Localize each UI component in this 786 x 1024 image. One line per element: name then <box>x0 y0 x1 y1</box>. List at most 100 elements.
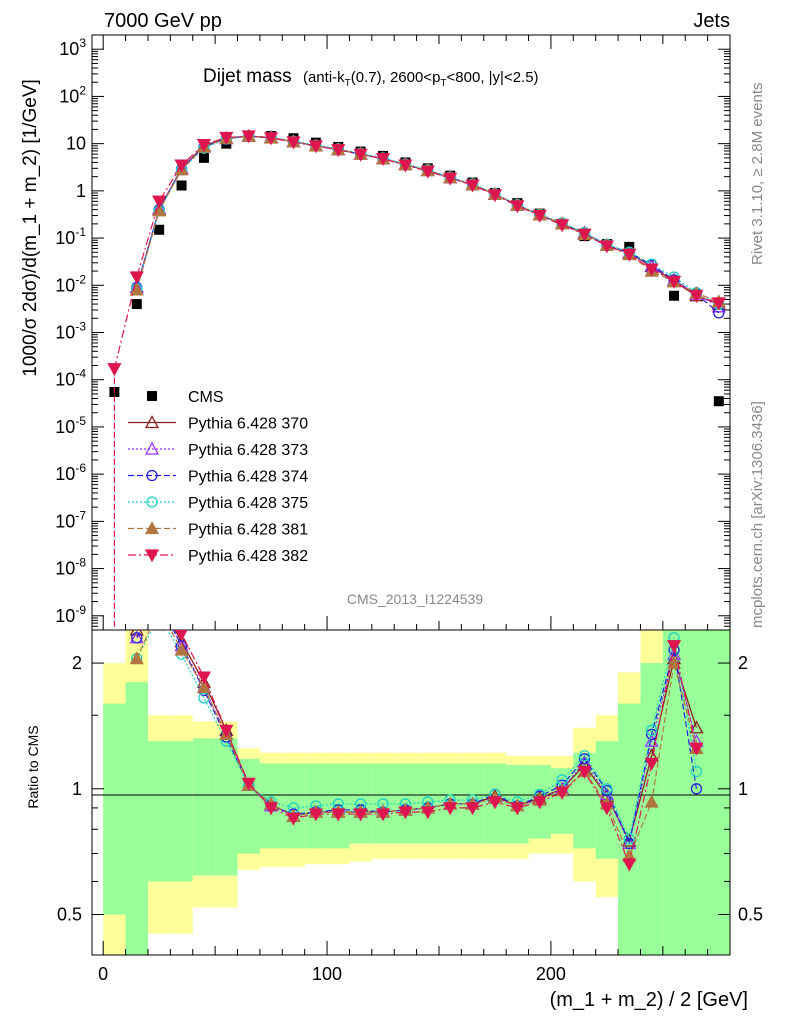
main-y-tick-label: 10-7 <box>55 508 86 531</box>
main-plot-frame <box>91 34 731 631</box>
main-point-p382 <box>196 139 212 153</box>
ratio-point-p382 <box>487 796 503 810</box>
ratio-series-line-p382 <box>178 630 698 867</box>
plot-title-main: Dijet mass <box>203 66 292 87</box>
ratio-series-p382 <box>131 597 704 872</box>
ratio-point-p370 <box>689 720 704 734</box>
main-point-p382 <box>487 189 503 203</box>
ratio-band-inner <box>192 738 216 876</box>
ratio-point-p374 <box>578 753 591 765</box>
main-series-p374 <box>131 130 725 319</box>
ratio-band-inner <box>707 630 730 955</box>
plot-title-sub-a: (anti-k <box>303 69 345 86</box>
ratio-point-p381 <box>174 642 189 656</box>
ratio-point-p373 <box>153 596 165 607</box>
ratio-point-p382 <box>644 757 659 771</box>
main-y-axis-label: 1000/σ 2dσ)/d(m_1 + m_2) [1/GeV] <box>20 79 41 377</box>
legend-marker-p381 <box>144 521 160 535</box>
main-series-p373 <box>129 128 726 313</box>
main-y-tick-label: 10-3 <box>55 320 86 343</box>
main-point-p382 <box>129 271 144 285</box>
main-y-tick-exponent: -1 <box>75 225 86 239</box>
ratio-point-p382 <box>420 806 435 820</box>
main-point-p382 <box>353 148 368 162</box>
main-y-tick-exponent: 2 <box>79 83 86 97</box>
main-y-tick-label: 10-4 <box>55 367 86 390</box>
ratio-band-inner <box>662 630 686 955</box>
ratio-point-p382 <box>510 802 525 816</box>
legend-marker-cms <box>147 391 157 401</box>
main-series-line-p370 <box>136 135 720 305</box>
legend-marker-p382 <box>144 549 160 563</box>
ratio-y-axis-ticks: 0.5 0.5 1 1 2 2 <box>57 653 763 924</box>
main-series-line-p382 <box>113 135 719 369</box>
legend-entry-p382: Pythia 6.428 382 <box>128 548 308 565</box>
main-y-tick-label: 1 <box>76 181 86 201</box>
ratio-point-p374 <box>131 632 143 644</box>
ratio-point-p381 <box>666 655 682 669</box>
legend-marker-p375 <box>146 496 158 508</box>
legend-entry-p381: Pythia 6.428 381 <box>128 521 308 539</box>
main-point-cms <box>669 290 680 301</box>
analysis-watermark: CMS_2013_I1224539 <box>347 591 483 607</box>
plot-title-sub-b: (0.7), 2600<p <box>351 69 441 86</box>
main-point-p382 <box>555 219 570 233</box>
plot-title-sub-t1: T <box>345 78 351 89</box>
legend-label-p375: Pythia 6.428 375 <box>188 495 308 512</box>
ratio-point-p381 <box>644 794 659 808</box>
ratio-point-p382 <box>555 786 570 800</box>
main-y-tick-label: 10-1 <box>55 225 86 248</box>
main-series-line-p374 <box>136 135 720 314</box>
main-point-p382 <box>219 131 234 145</box>
ratio-point-p375 <box>690 765 703 778</box>
main-point-p382 <box>711 297 726 311</box>
ratio-point-p381 <box>196 679 212 693</box>
legend-label-p382: Pythia 6.428 382 <box>188 548 308 565</box>
main-point-p382 <box>510 200 525 214</box>
main-series-p375 <box>131 130 725 310</box>
header-energy-label: 7000 GeV pp <box>104 10 222 32</box>
main-point-cms <box>154 224 165 235</box>
legend-label-p381: Pythia 6.428 381 <box>188 522 308 539</box>
ratio-band-inner <box>237 758 260 854</box>
ratio-y-tick-label: 1 <box>72 779 82 799</box>
main-y-tick-exponent: 3 <box>79 36 86 50</box>
ratio-y-axis-label: Ratio to CMS <box>25 725 41 808</box>
ratio-point-p370 <box>129 630 144 636</box>
main-series-p381 <box>129 128 726 308</box>
ratio-point-p382 <box>622 858 637 872</box>
main-y-tick-label: 10-2 <box>55 272 86 295</box>
ratio-band-inner <box>215 738 238 876</box>
main-series-p382 <box>107 130 726 630</box>
ratio-band-inner <box>170 741 193 882</box>
ratio-y-tick-label-right: 0.5 <box>738 905 763 925</box>
main-y-tick-label: 10-5 <box>55 414 86 437</box>
ratio-band-inner <box>147 741 171 882</box>
legend-label-cms: CMS <box>188 389 224 406</box>
legend-entry-cms: CMS <box>147 389 224 406</box>
main-point-p382 <box>107 363 122 377</box>
ratio-point-p382 <box>331 808 346 822</box>
main-y-tick-exponent: -3 <box>75 320 86 334</box>
main-point-cms <box>713 396 724 407</box>
rivet-version-label: Rivet 3.1.10, ≥ 2.8M events <box>749 83 766 266</box>
ratio-series-p375 <box>131 630 703 845</box>
main-y-tick-exponent: -8 <box>75 556 86 570</box>
main-point-p382 <box>465 179 480 193</box>
main-point-p382 <box>666 275 682 289</box>
legend-entry-p375: Pythia 6.428 375 <box>128 495 308 512</box>
ratio-band-inner <box>103 703 126 915</box>
ratio-point-p382 <box>465 802 480 816</box>
main-y-tick-exponent: -7 <box>75 508 86 522</box>
ratio-point-p381 <box>129 651 144 665</box>
main-point-p382 <box>622 248 637 262</box>
main-y-tick-label: 10-9 <box>55 603 86 626</box>
main-y-tick-label: 102 <box>59 83 86 106</box>
ratio-band-inner <box>349 763 372 844</box>
x-tick-label: 100 <box>312 964 342 984</box>
legend-entry-p373: Pythia 6.428 373 <box>128 441 308 459</box>
ratio-point-p370 <box>153 596 165 607</box>
ratio-point-p382 <box>131 597 143 608</box>
ratio-point-p382 <box>443 802 458 816</box>
ratio-point-p382 <box>577 765 592 779</box>
